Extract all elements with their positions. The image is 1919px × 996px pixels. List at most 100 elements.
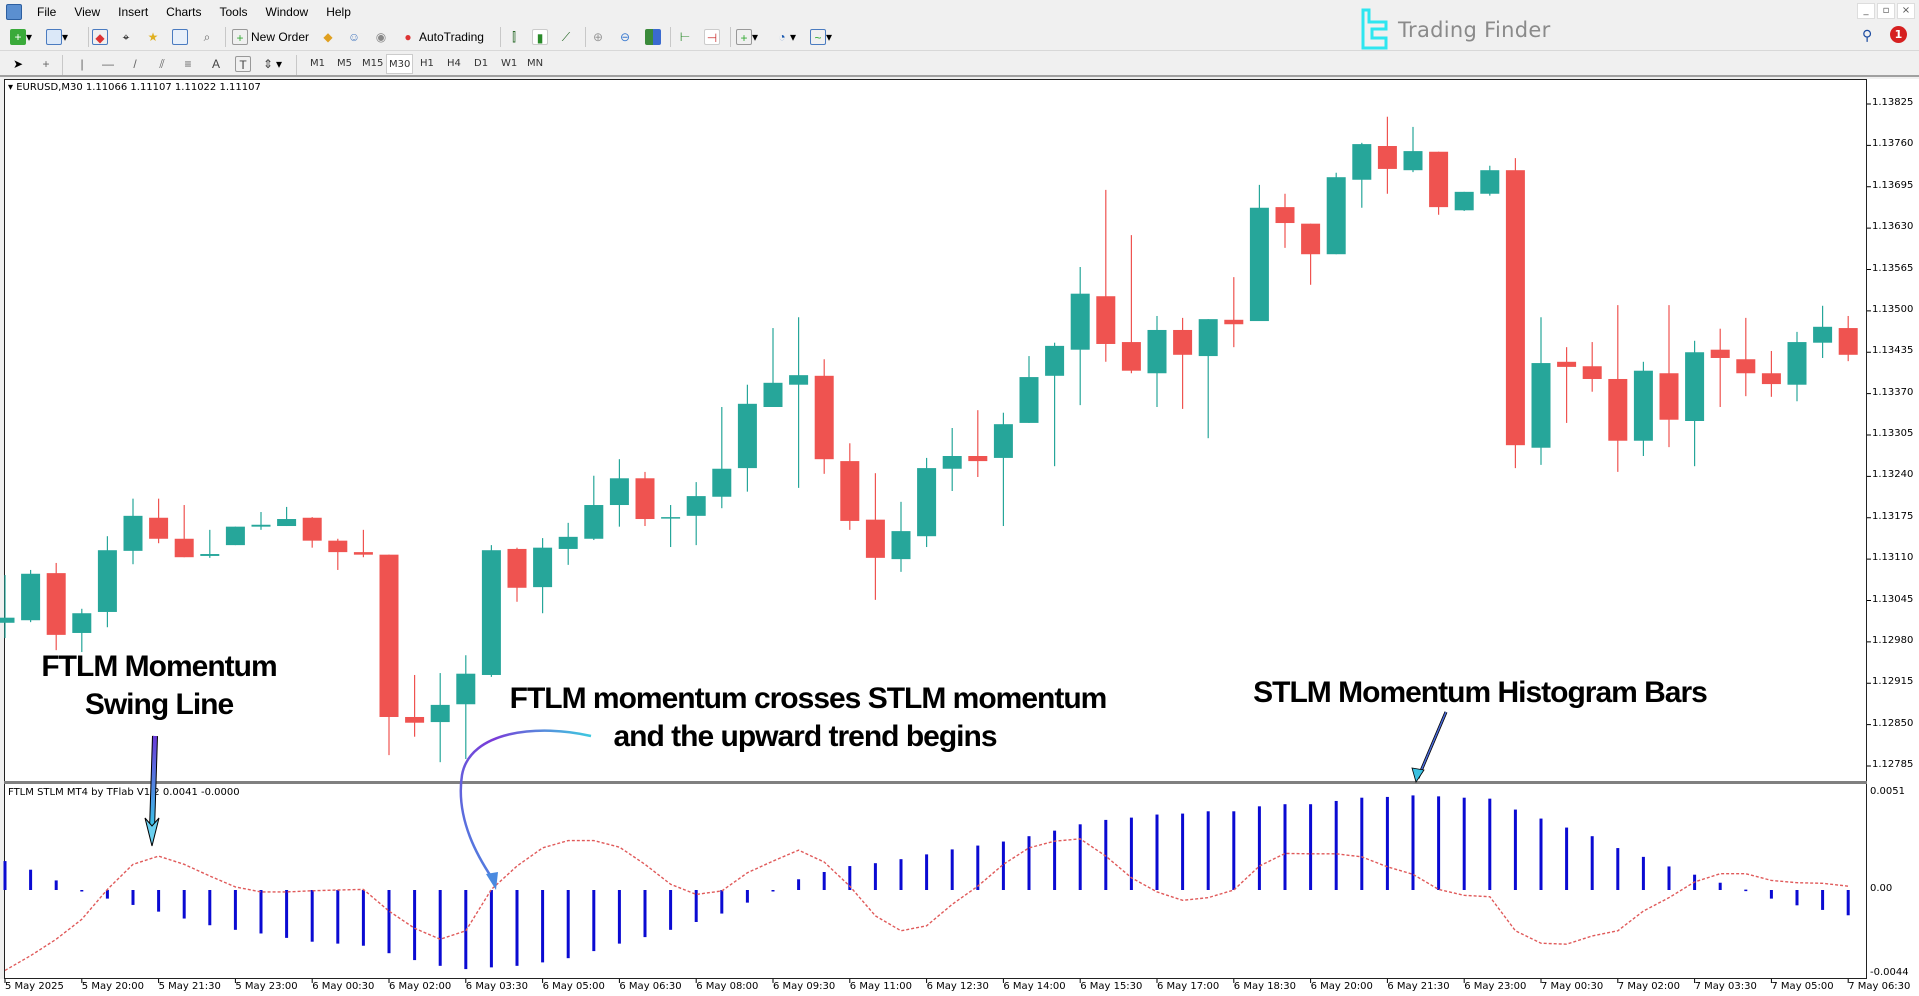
zoom-out-button[interactable]: ⊖ [617,27,633,47]
candle-body [1019,377,1039,423]
templates-icon: ~ [810,29,826,45]
candle-body [814,375,834,460]
bar-chart-button[interactable]: ⫿ [506,27,522,47]
metaeditor-button[interactable]: ◆ [320,27,336,47]
cursor-tool[interactable]: ➤ [10,54,26,74]
price-axis[interactable] [1867,79,1919,979]
chart-shift-icon: ⊣ [704,29,720,45]
candle [1813,305,1833,358]
candle [993,412,1013,527]
auto-scroll-button[interactable]: ⊢ [677,27,693,47]
autotrading-button[interactable]: ● AutoTrading [400,27,484,47]
templates-button[interactable]: ~ ▾ [810,27,832,47]
tile-windows-button[interactable] [645,27,661,47]
text-label-icon: T [235,56,251,72]
histogram-bar [29,869,33,890]
profiles-button[interactable]: ▾ [46,27,68,47]
arrows-tool[interactable]: ⇕ ▾ [260,54,282,74]
time-tick-label: 6 May 17:00 [1157,981,1220,992]
menu-charts[interactable]: Charts [166,4,202,19]
folder-star-icon: ★ [147,30,159,44]
menu-file[interactable]: File [37,4,57,19]
chart-ohlc-readout: EURUSD,M30 1.11066 1.11107 1.11022 1.111… [16,82,261,93]
candle-body [456,673,476,705]
toolbar-separator [670,27,671,47]
favorites-button[interactable]: ★ [145,27,161,47]
price-tick-label: 1.13435 [1872,345,1914,357]
vertical-line-tool[interactable]: | [74,54,90,74]
time-axis[interactable] [0,979,1919,996]
terminal-button[interactable] [172,27,188,47]
periods-button[interactable]: ◔ ▾ [774,27,796,47]
timeframe-m15[interactable]: M15 [362,58,384,69]
indicators-button[interactable]: + ▾ [736,27,758,47]
candle [1403,126,1423,173]
collapse-triangle-icon[interactable]: ▾ [8,82,17,93]
menu-help[interactable]: Help [326,4,351,19]
menu-tools[interactable]: Tools [219,4,248,19]
candle [763,328,783,407]
restore-button[interactable]: ▫ [1877,3,1895,19]
candle [584,475,604,541]
crosshair-tool[interactable]: + [38,54,54,74]
new-order-button[interactable]: + New Order [232,27,309,47]
histogram-bar [1488,798,1492,890]
candle [123,498,143,565]
histogram-bar [566,890,570,959]
menu-insert[interactable]: Insert [118,4,149,19]
price-tick-label: 1.13565 [1872,262,1914,274]
signals-button[interactable]: ☺ [346,27,362,47]
minimize-button[interactable]: _ [1857,3,1875,19]
timeframe-m30[interactable]: M30 [386,54,414,74]
candle-body [21,573,41,621]
notification-badge[interactable]: 1 [1890,26,1907,43]
histogram-bar [1769,890,1773,899]
app-icon [6,3,22,20]
candle-body [1352,144,1372,180]
timeframe-mn[interactable]: MN [527,58,544,69]
chart-shift-button[interactable]: ⊣ [704,27,720,47]
strategy-tester-button[interactable]: ⌕ [199,27,215,47]
new-order-label: New Order [251,30,310,44]
market-watch-button[interactable]: ◆ [92,27,108,47]
market-button[interactable]: ◉ [373,27,389,47]
candle [456,655,476,759]
line-chart-button[interactable]: ⟋ [558,27,574,47]
search-icon[interactable]: ⚲ [1862,28,1873,44]
time-tick-label: 6 May 11:00 [849,981,913,992]
zoom-in-button[interactable]: ⊕ [590,27,606,47]
fibonacci-tool[interactable]: ≡ [180,54,196,74]
timeframe-h4[interactable]: H4 [447,58,461,69]
trendline-tool[interactable]: / [127,54,143,74]
market-watch-icon: ◆ [92,29,108,45]
timeframe-w1[interactable]: W1 [501,58,518,69]
candle [1224,277,1244,348]
menu-view[interactable]: View [74,4,101,19]
timeframe-m1[interactable]: M1 [310,58,325,69]
histogram-bar [873,863,877,890]
candle [1531,317,1551,465]
histogram-bar [592,890,596,952]
globe-icon: ◉ [375,30,387,44]
timeframe-m5[interactable]: M5 [337,58,352,69]
timeframe-h1[interactable]: H1 [420,58,434,69]
menu-window[interactable]: Window [265,4,309,19]
candle-body [481,550,501,675]
candle [430,673,450,763]
close-button[interactable]: × [1897,3,1915,19]
text-label-tool[interactable]: T [235,54,251,74]
timeframe-d1[interactable]: D1 [474,58,489,69]
new-chart-button[interactable]: + ▾ [10,27,32,47]
histogram-bar [1795,890,1799,906]
horizontal-line-tool[interactable]: — [100,54,116,74]
candle [1787,331,1807,402]
text-tool[interactable]: A [208,54,224,74]
channel-tool[interactable]: ⫽ [154,54,170,74]
candle-body [174,538,194,558]
candle-body [1454,191,1474,211]
candlestick-button[interactable]: ▮ [532,27,548,47]
candle-body [251,524,271,527]
navigator-button[interactable]: ⌖ [118,27,134,47]
indicator-separator[interactable] [4,781,1867,784]
histogram-bar [3,861,7,890]
